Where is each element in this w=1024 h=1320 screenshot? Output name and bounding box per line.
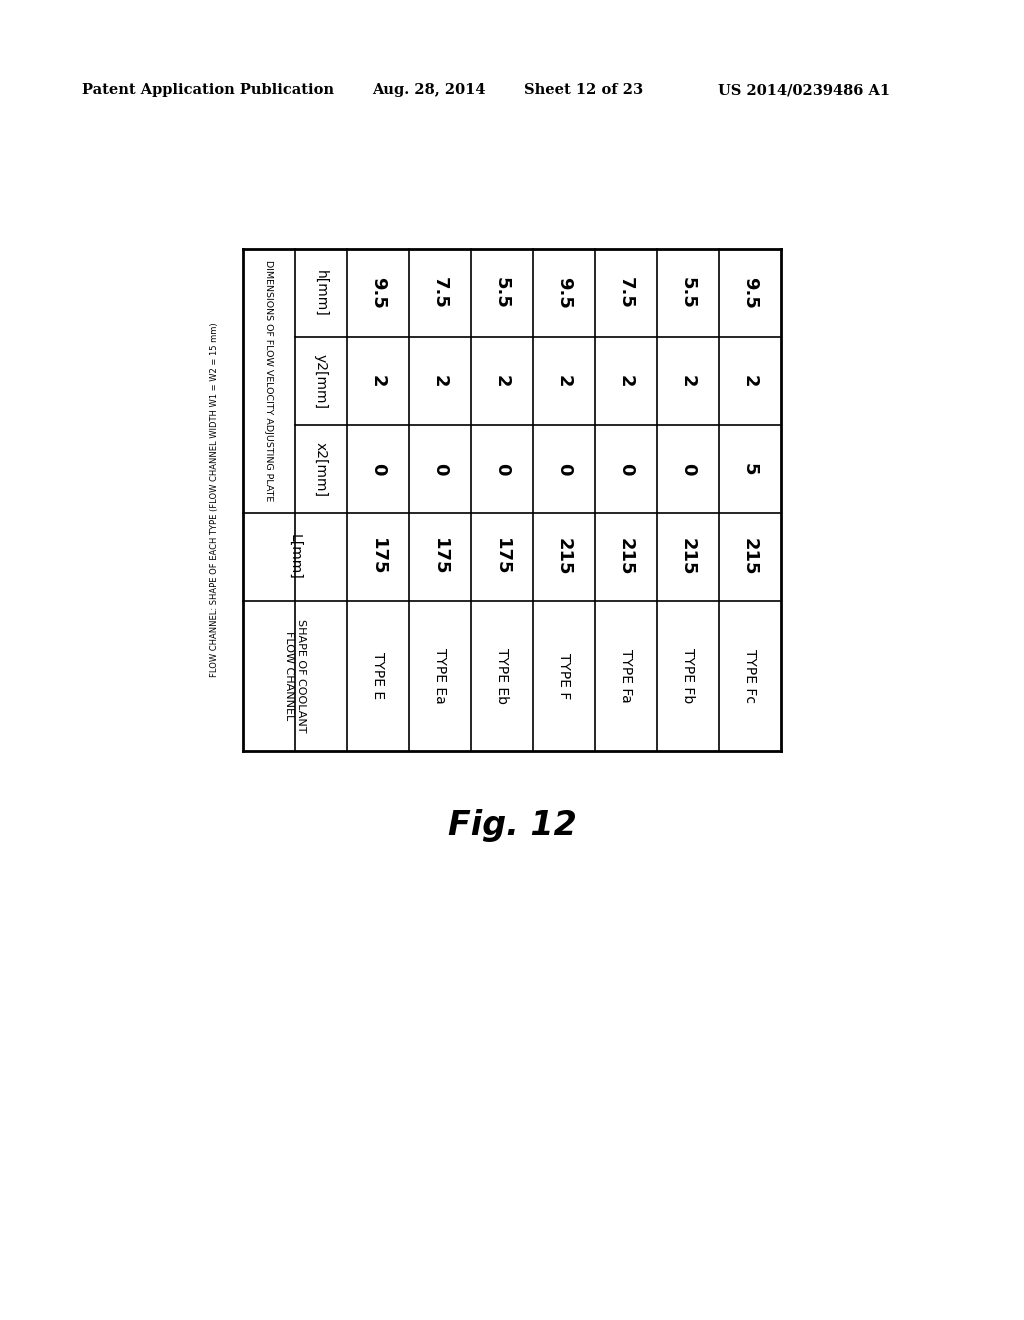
Text: TYPE E: TYPE E bbox=[371, 652, 385, 700]
Text: 5.5: 5.5 bbox=[679, 277, 697, 309]
Text: 0: 0 bbox=[431, 463, 449, 475]
Text: 215: 215 bbox=[741, 539, 759, 576]
Text: 9.5: 9.5 bbox=[741, 277, 759, 309]
Text: 175: 175 bbox=[493, 539, 511, 576]
Text: TYPE Fc: TYPE Fc bbox=[743, 649, 757, 704]
Text: 5.5: 5.5 bbox=[493, 277, 511, 309]
Text: x2[mm]: x2[mm] bbox=[314, 441, 328, 496]
Text: 2: 2 bbox=[741, 375, 759, 387]
Text: y2[mm]: y2[mm] bbox=[314, 354, 328, 408]
Text: 175: 175 bbox=[431, 539, 449, 576]
Text: 0: 0 bbox=[555, 463, 573, 475]
Text: 2: 2 bbox=[493, 375, 511, 387]
Text: 215: 215 bbox=[555, 539, 573, 576]
Text: TYPE Eb: TYPE Eb bbox=[495, 648, 509, 704]
Text: 7.5: 7.5 bbox=[431, 277, 449, 309]
Text: 5: 5 bbox=[741, 463, 759, 475]
Text: SHAPE OF COOLANT
FLOW CHANNEL: SHAPE OF COOLANT FLOW CHANNEL bbox=[285, 619, 306, 733]
Text: Fig. 12: Fig. 12 bbox=[447, 809, 577, 842]
Text: 215: 215 bbox=[617, 539, 635, 576]
Text: Patent Application Publication: Patent Application Publication bbox=[82, 83, 334, 96]
Text: 0: 0 bbox=[369, 463, 387, 475]
Text: FLOW CHANNEL: SHAPE OF EACH TYPE (FLOW CHANNEL WIDTH W1 = W2 = 15 mm): FLOW CHANNEL: SHAPE OF EACH TYPE (FLOW C… bbox=[211, 322, 219, 677]
Text: TYPE Fb: TYPE Fb bbox=[681, 648, 695, 704]
Text: DIMENSIONS OF FLOW VELOCITY ADJUSTING PLATE: DIMENSIONS OF FLOW VELOCITY ADJUSTING PL… bbox=[264, 260, 273, 502]
Text: 9.5: 9.5 bbox=[369, 277, 387, 309]
Text: 0: 0 bbox=[493, 463, 511, 475]
Text: 0: 0 bbox=[617, 463, 635, 475]
Text: 215: 215 bbox=[679, 539, 697, 576]
Text: 2: 2 bbox=[555, 375, 573, 387]
Text: Aug. 28, 2014: Aug. 28, 2014 bbox=[372, 83, 485, 96]
Text: 7.5: 7.5 bbox=[617, 277, 635, 309]
Text: L[mm]: L[mm] bbox=[288, 535, 302, 579]
Text: 9.5: 9.5 bbox=[555, 277, 573, 309]
Text: US 2014/0239486 A1: US 2014/0239486 A1 bbox=[718, 83, 890, 96]
Text: 2: 2 bbox=[369, 375, 387, 387]
Text: 2: 2 bbox=[617, 375, 635, 387]
Text: TYPE F: TYPE F bbox=[557, 653, 571, 700]
Text: TYPE Ea: TYPE Ea bbox=[433, 648, 447, 704]
Text: h[mm]: h[mm] bbox=[314, 269, 328, 317]
Text: 0: 0 bbox=[679, 463, 697, 475]
Text: Sheet 12 of 23: Sheet 12 of 23 bbox=[524, 83, 643, 96]
Text: TYPE Fa: TYPE Fa bbox=[618, 649, 633, 702]
Text: 2: 2 bbox=[431, 375, 449, 387]
Text: 2: 2 bbox=[679, 375, 697, 387]
Text: 175: 175 bbox=[369, 539, 387, 576]
